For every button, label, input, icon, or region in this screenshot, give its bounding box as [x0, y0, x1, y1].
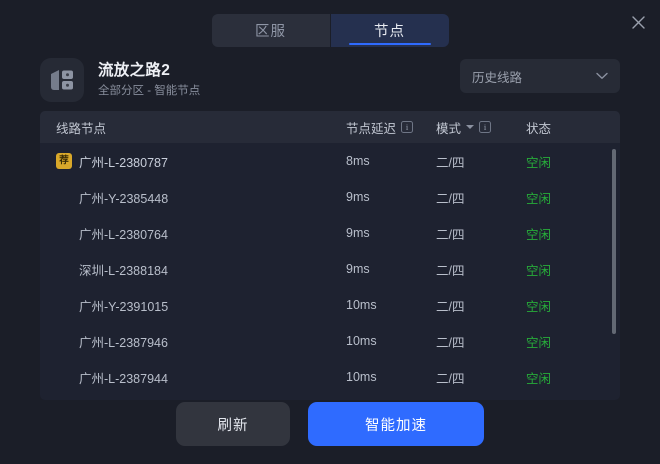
tab-region[interactable]: 区服	[211, 14, 330, 47]
tab-region-label: 区服	[255, 24, 286, 40]
row-delay: 8ms	[346, 154, 370, 168]
row-mode: 二/四	[436, 155, 465, 170]
row-mode: 二/四	[436, 263, 465, 278]
row-delay: 10ms	[346, 334, 377, 348]
node-table: 线路节点 节点延迟 i 模式 i 状态 荐 广州-L-2380787 8m	[40, 111, 620, 400]
tab-node[interactable]: 节点	[330, 14, 449, 47]
refresh-button[interactable]: 刷新	[176, 402, 290, 446]
column-header-node-label: 线路节点	[56, 121, 107, 136]
row-status: 空闲	[526, 191, 552, 206]
row-mode: 二/四	[436, 335, 465, 350]
footer-actions: 刷新 智能加速	[0, 402, 660, 446]
mode-sort-chevron-down-icon[interactable]	[466, 125, 475, 129]
row-mode: 二/四	[436, 191, 465, 206]
game-title: 流放之路2	[98, 61, 171, 79]
table-row[interactable]: 荐 广州-L-2380787 8ms 二/四 空闲	[40, 143, 620, 179]
close-icon	[631, 15, 645, 29]
column-header-mode-label: 模式	[436, 121, 462, 136]
column-header-status-label: 状态	[526, 121, 552, 136]
row-status: 空闲	[526, 299, 552, 314]
row-node-name: 广州-Y-2385448	[79, 191, 169, 206]
row-mode: 二/四	[436, 227, 465, 242]
column-header-delay-label: 节点延迟	[346, 121, 397, 136]
row-node-cell: 广州-Y-2391015	[56, 296, 346, 315]
row-status: 空闲	[526, 227, 552, 242]
close-button[interactable]	[624, 8, 652, 36]
column-header-delay: 节点延迟 i	[346, 118, 436, 137]
row-delay: 9ms	[346, 262, 370, 276]
row-node-name: 广州-L-2387946	[79, 335, 168, 350]
row-status: 空闲	[526, 263, 552, 278]
table-row[interactable]: 广州-Y-2385448 9ms 二/四 空闲	[40, 179, 620, 215]
delay-info-icon[interactable]: i	[401, 121, 414, 133]
column-header-status: 状态	[526, 118, 616, 137]
row-node-name: 深圳-L-2388184	[79, 263, 168, 278]
row-delay: 9ms	[346, 190, 370, 204]
row-delay: 9ms	[346, 226, 370, 240]
table-row[interactable]: 广州-L-2380764 9ms 二/四 空闲	[40, 215, 620, 251]
recommended-badge-icon: 荐	[56, 153, 72, 169]
route-history-select[interactable]: 历史线路	[460, 59, 620, 93]
game-subtitle: 全部分区 - 智能节点	[98, 84, 201, 97]
row-status: 空闲	[526, 371, 552, 386]
table-body: 荐 广州-L-2380787 8ms 二/四 空闲 广州-Y-2385448 9…	[40, 143, 620, 400]
tab-node-label: 节点	[374, 24, 405, 40]
row-mode: 二/四	[436, 299, 465, 314]
smart-accelerate-button[interactable]: 智能加速	[308, 402, 484, 446]
chevron-down-icon	[596, 72, 608, 79]
row-node-cell: 深圳-L-2388184	[56, 260, 346, 279]
row-mode: 二/四	[436, 371, 465, 386]
table-scrollbar-thumb[interactable]	[612, 149, 616, 334]
row-node-cell: 广州-L-2387944	[56, 368, 346, 387]
table-row[interactable]: 广州-L-2387946 10ms 二/四 空闲	[40, 323, 620, 359]
game-icon	[40, 58, 84, 102]
row-node-name: 广州-L-2380787	[79, 155, 168, 170]
table-header-row: 线路节点 节点延迟 i 模式 i 状态	[40, 111, 620, 143]
game-meta: 流放之路2 全部分区 - 智能节点	[98, 61, 200, 100]
table-row[interactable]: 广州-Y-2391015 10ms 二/四 空闲	[40, 287, 620, 323]
row-node-cell: 广州-L-2387946	[56, 332, 346, 351]
game-logo-icon	[51, 70, 73, 90]
route-history-value: 历史线路	[472, 70, 523, 85]
column-header-node: 线路节点	[56, 118, 346, 137]
mode-info-icon[interactable]: i	[479, 121, 492, 133]
row-node-cell: 荐 广州-L-2380787	[56, 152, 346, 171]
row-node-name: 广州-L-2380764	[79, 227, 168, 242]
row-node-name: 广州-L-2387944	[79, 371, 168, 386]
game-header: 流放之路2 全部分区 - 智能节点 历史线路	[40, 57, 620, 103]
table-row[interactable]: 广州-L-2387944 10ms 二/四 空闲	[40, 359, 620, 395]
row-status: 空闲	[526, 155, 552, 170]
table-row[interactable]: 深圳-L-2388184 9ms 二/四 空闲	[40, 251, 620, 287]
row-delay: 10ms	[346, 370, 377, 384]
row-node-cell: 广州-L-2380764	[56, 224, 346, 243]
row-delay: 10ms	[346, 298, 377, 312]
row-node-cell: 广州-Y-2385448	[56, 188, 346, 207]
row-node-name: 广州-Y-2391015	[79, 299, 169, 314]
tab-bar: 区服 节点	[0, 14, 660, 47]
row-status: 空闲	[526, 335, 552, 350]
column-header-mode: 模式 i	[436, 118, 526, 137]
table-scrollbar[interactable]	[612, 149, 616, 394]
